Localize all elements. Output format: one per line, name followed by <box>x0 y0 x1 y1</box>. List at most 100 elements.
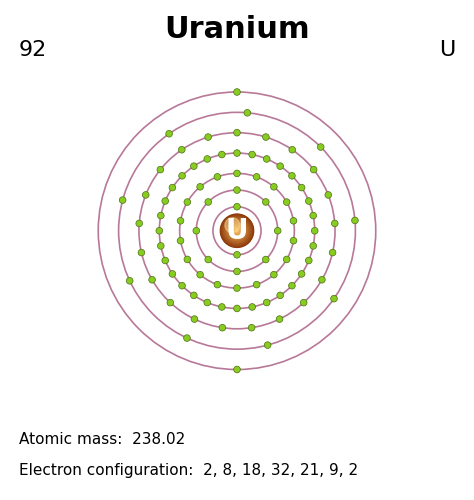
Circle shape <box>157 166 164 173</box>
Circle shape <box>234 150 240 156</box>
Circle shape <box>318 144 324 150</box>
Text: U: U <box>226 217 248 244</box>
Circle shape <box>149 276 155 283</box>
Circle shape <box>236 230 238 232</box>
Circle shape <box>298 184 305 191</box>
Circle shape <box>290 238 297 244</box>
Circle shape <box>184 198 191 205</box>
Circle shape <box>235 228 239 233</box>
Circle shape <box>219 324 226 331</box>
Circle shape <box>233 227 241 234</box>
Circle shape <box>305 257 312 264</box>
Circle shape <box>162 257 169 264</box>
Circle shape <box>289 282 295 289</box>
Circle shape <box>205 134 211 140</box>
Circle shape <box>220 214 254 248</box>
Circle shape <box>205 198 211 205</box>
Circle shape <box>138 249 145 256</box>
Circle shape <box>234 366 240 373</box>
Circle shape <box>204 156 210 162</box>
Circle shape <box>167 300 173 306</box>
Circle shape <box>263 134 269 140</box>
Circle shape <box>226 220 248 242</box>
Circle shape <box>222 216 252 246</box>
Circle shape <box>227 220 247 241</box>
Circle shape <box>263 256 269 263</box>
Circle shape <box>169 184 176 191</box>
Circle shape <box>233 226 241 235</box>
Circle shape <box>191 292 197 298</box>
Circle shape <box>219 304 225 310</box>
Text: Uranium: Uranium <box>164 15 310 44</box>
Circle shape <box>119 197 126 203</box>
Circle shape <box>231 224 243 237</box>
Circle shape <box>249 304 255 310</box>
Circle shape <box>305 198 312 204</box>
Circle shape <box>331 296 337 302</box>
Circle shape <box>289 146 296 153</box>
Circle shape <box>301 300 307 306</box>
Circle shape <box>234 186 240 194</box>
Circle shape <box>271 272 277 278</box>
Circle shape <box>183 334 190 342</box>
Circle shape <box>232 226 242 235</box>
Circle shape <box>263 198 269 205</box>
Circle shape <box>214 282 221 288</box>
Circle shape <box>232 226 242 235</box>
Circle shape <box>234 252 240 258</box>
Circle shape <box>319 276 325 283</box>
Circle shape <box>310 242 317 249</box>
Circle shape <box>231 225 243 236</box>
Circle shape <box>229 223 245 238</box>
Circle shape <box>184 256 191 263</box>
Circle shape <box>169 270 176 277</box>
Circle shape <box>276 316 283 322</box>
Circle shape <box>264 342 271 348</box>
Circle shape <box>205 256 211 263</box>
Circle shape <box>178 146 185 153</box>
Circle shape <box>223 216 251 245</box>
Circle shape <box>235 229 239 232</box>
Circle shape <box>127 278 133 284</box>
Circle shape <box>310 212 317 219</box>
Circle shape <box>229 224 245 238</box>
Circle shape <box>283 256 290 263</box>
Circle shape <box>331 220 338 227</box>
Circle shape <box>264 156 270 162</box>
Circle shape <box>244 110 251 116</box>
Circle shape <box>223 217 251 244</box>
Circle shape <box>219 151 225 158</box>
Text: Atomic mass:  238.02: Atomic mass: 238.02 <box>19 432 185 448</box>
Circle shape <box>224 218 250 244</box>
Circle shape <box>234 228 240 234</box>
Circle shape <box>166 130 173 137</box>
Circle shape <box>234 170 240 176</box>
Circle shape <box>253 174 260 180</box>
Circle shape <box>234 228 240 234</box>
Circle shape <box>232 226 242 236</box>
Circle shape <box>228 222 246 240</box>
Circle shape <box>177 218 184 224</box>
Circle shape <box>236 230 238 232</box>
Circle shape <box>157 212 164 219</box>
Circle shape <box>222 216 252 246</box>
Circle shape <box>248 324 255 331</box>
Text: 92: 92 <box>19 40 47 60</box>
Circle shape <box>264 299 270 306</box>
Circle shape <box>277 292 283 298</box>
Circle shape <box>179 282 185 289</box>
Circle shape <box>225 219 249 242</box>
Circle shape <box>156 228 163 234</box>
Circle shape <box>253 282 260 288</box>
Circle shape <box>235 228 239 233</box>
Circle shape <box>142 192 149 198</box>
Circle shape <box>228 222 246 239</box>
Circle shape <box>193 228 200 234</box>
Circle shape <box>227 221 247 240</box>
Circle shape <box>310 166 317 173</box>
Circle shape <box>277 163 283 170</box>
Circle shape <box>290 218 297 224</box>
Circle shape <box>191 163 197 170</box>
Circle shape <box>274 228 281 234</box>
Circle shape <box>234 285 240 292</box>
